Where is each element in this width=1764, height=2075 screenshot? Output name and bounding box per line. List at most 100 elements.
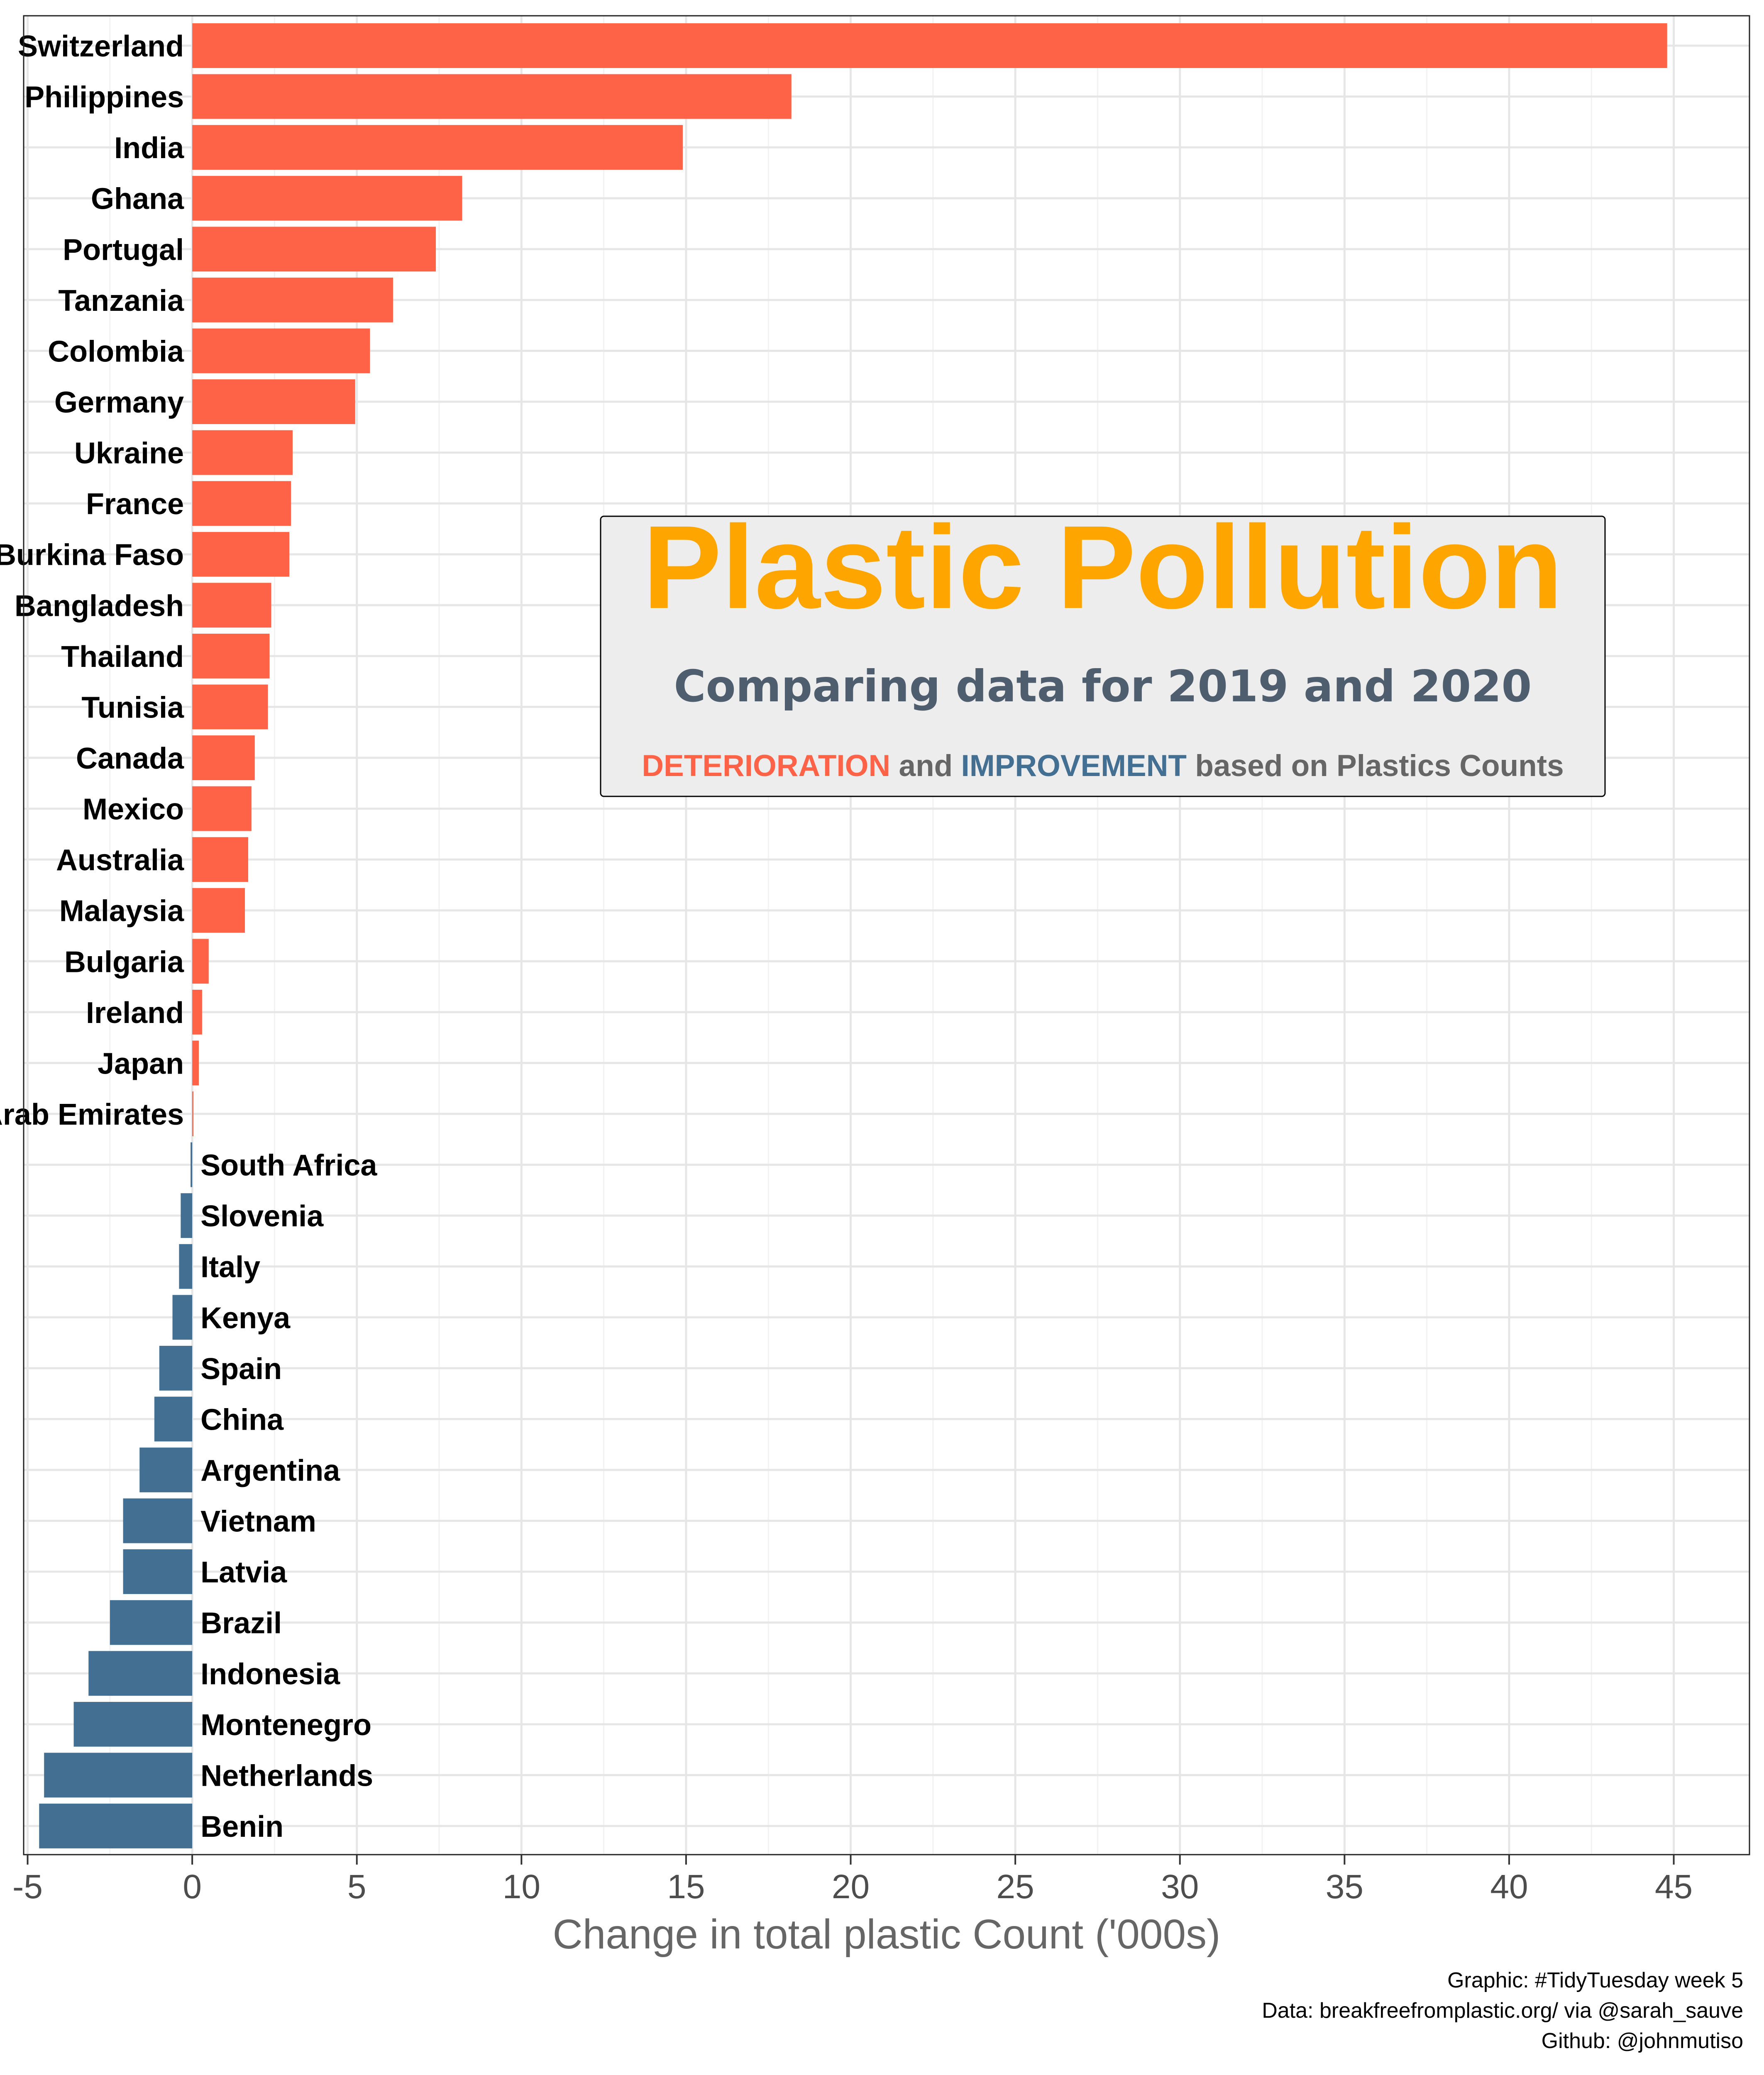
country-label: Ghana <box>91 183 184 216</box>
country-label: China <box>200 1403 284 1436</box>
bar-australia <box>192 837 248 882</box>
country-label: Netherlands <box>200 1759 373 1792</box>
country-label: Kenya <box>200 1301 291 1335</box>
country-label: Argentina <box>200 1454 340 1487</box>
plot-panel-border <box>23 15 1750 1855</box>
chart-title: Plastic Pollution <box>643 501 1563 633</box>
bar-united-arab-emirates <box>192 1091 194 1136</box>
x-tick-label: 45 <box>1655 1868 1693 1906</box>
x-tick-label: 40 <box>1490 1868 1528 1906</box>
bar-benin <box>39 1804 193 1848</box>
country-label: Burkina Faso <box>0 539 184 572</box>
bar-france <box>192 481 291 526</box>
bar-spain <box>159 1345 193 1391</box>
bar-ghana <box>192 176 462 221</box>
legend-improvement: IMPROVEMENT <box>961 749 1187 783</box>
country-label: South Africa <box>200 1149 377 1182</box>
country-label: Ireland <box>86 996 184 1030</box>
bar-bangladesh <box>192 583 271 628</box>
country-label: Ukraine <box>74 437 184 470</box>
country-label: Italy <box>200 1251 260 1284</box>
bar-south-africa <box>191 1142 193 1187</box>
credit-graphic: Graphic: #TidyTuesday week 5 <box>1447 1968 1743 1992</box>
bar-colombia <box>192 328 370 374</box>
bar-india <box>192 125 683 170</box>
country-label: Vietnam <box>200 1505 316 1538</box>
x-tick-label: 25 <box>997 1868 1034 1906</box>
country-label: Mexico <box>83 793 184 826</box>
legend-and: and <box>890 749 961 783</box>
country-label: Latvia <box>200 1556 287 1589</box>
bar-latvia <box>123 1549 193 1594</box>
bar-portugal <box>192 227 436 272</box>
bar-tanzania <box>192 277 393 322</box>
x-tick-label: 35 <box>1326 1868 1363 1906</box>
country-label: Indonesia <box>200 1658 340 1691</box>
bar-montenegro <box>73 1702 193 1747</box>
x-tick-label: 10 <box>503 1868 540 1906</box>
bar-italy <box>179 1244 193 1289</box>
country-label: Canada <box>76 742 184 775</box>
legend-rest: based on Plastics Counts <box>1187 749 1564 783</box>
bar-bulgaria <box>192 939 209 984</box>
country-label: Montenegro <box>200 1709 371 1742</box>
country-label: Benin <box>200 1810 283 1843</box>
x-tick-label: 0 <box>183 1868 202 1906</box>
bar-vietnam <box>123 1498 193 1543</box>
title-box-background <box>600 515 1606 797</box>
country-label: Malaysia <box>59 895 184 928</box>
bar-argentina <box>139 1448 193 1492</box>
country-label: Portugal <box>63 233 184 266</box>
country-label: France <box>86 488 184 521</box>
bar-slovenia <box>181 1193 193 1238</box>
bar-ukraine <box>192 430 293 475</box>
legend-deterioration: DETERIORATION <box>642 749 890 783</box>
x-axis: -5 0 5 10 15 20 25 30 35 40 45 <box>12 1855 1693 1906</box>
country-label: Bulgaria <box>64 945 184 979</box>
bar-brazil <box>110 1600 193 1645</box>
country-label: Tunisia <box>81 691 184 724</box>
color-legend-line: DETERIORATION and IMPROVEMENT based on P… <box>642 749 1564 783</box>
bar-japan <box>192 1040 199 1086</box>
bar-thailand <box>192 633 270 679</box>
x-tick-label: -5 <box>12 1868 43 1906</box>
country-label: Philippines <box>24 81 184 114</box>
x-tick-label: 30 <box>1161 1868 1199 1906</box>
country-label: Germany <box>54 386 184 419</box>
country-label: Thailand <box>61 640 184 674</box>
country-label: Bangladesh <box>15 589 184 622</box>
bar-burkina-faso <box>192 532 290 577</box>
bar-mexico <box>192 786 252 831</box>
country-label: India <box>114 132 184 165</box>
x-tick-label: 20 <box>832 1868 870 1906</box>
title-box: Plastic Pollution Comparing data for 201… <box>600 501 1606 797</box>
country-label: Brazil <box>200 1607 282 1640</box>
grid-layer <box>24 16 1749 1855</box>
bar-netherlands <box>44 1753 193 1798</box>
x-tick-label: 15 <box>667 1868 705 1906</box>
country-label: Tanzania <box>58 284 184 317</box>
country-label: Switzerland <box>18 30 184 63</box>
chart-subtitle: Comparing data for 2019 and 2020 <box>674 661 1532 712</box>
country-label: Colombia <box>48 335 184 368</box>
bar-ireland <box>192 989 202 1035</box>
bar-indonesia <box>88 1651 193 1696</box>
bar-philippines <box>192 74 792 119</box>
credit-data-source: Data: breakfreefromplastic.org/ via @sar… <box>1262 1999 1743 2023</box>
bar-canada <box>192 735 255 780</box>
bar-tunisia <box>192 684 268 730</box>
bar-china <box>154 1396 193 1442</box>
bar-germany <box>192 379 355 424</box>
country-label: Spain <box>200 1352 282 1386</box>
x-axis-title: Change in total plastic Count ('000s) <box>553 1911 1221 1958</box>
bar-switzerland <box>192 23 1667 68</box>
country-label: Australia <box>56 844 184 877</box>
bar-malaysia <box>192 888 245 933</box>
bar-layer <box>39 23 1667 1848</box>
country-label: Japan <box>98 1047 184 1080</box>
credit-github: Github: @johnmutiso <box>1541 2029 1743 2053</box>
country-label: United Arab Emirates <box>0 1098 184 1131</box>
country-labels: Switzerland Philippines India Ghana Portugal… <box>0 30 377 1843</box>
country-label: Slovenia <box>200 1200 324 1233</box>
